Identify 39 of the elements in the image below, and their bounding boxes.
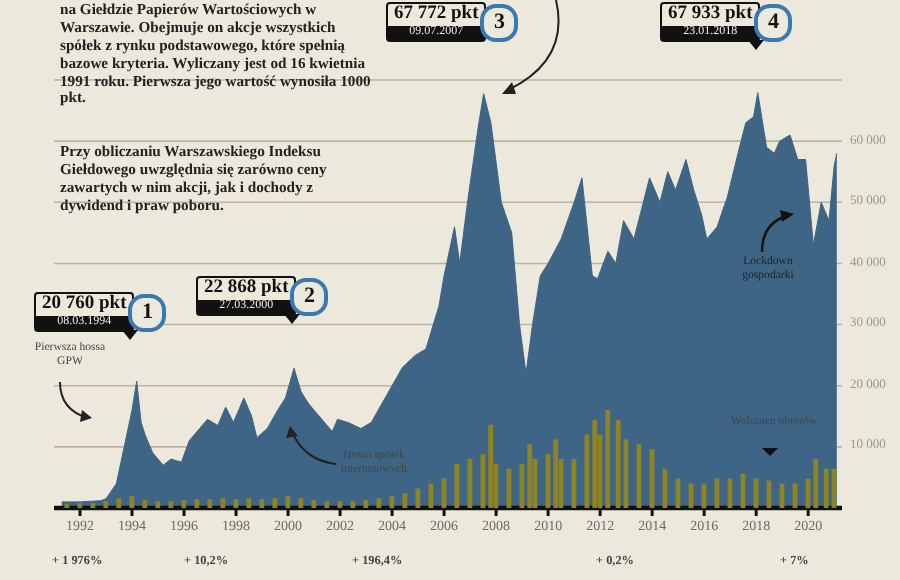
bar (233, 499, 239, 508)
bar (155, 501, 161, 508)
bar (592, 419, 598, 508)
annotation: 20 760 pkt (40, 294, 129, 316)
annotation: 1 (128, 293, 167, 331)
bar (311, 500, 317, 508)
bar (605, 410, 611, 508)
bar (415, 488, 421, 508)
bar (168, 501, 174, 508)
bar (285, 496, 291, 508)
bar (103, 501, 109, 508)
bar (376, 498, 382, 508)
bar (207, 499, 213, 508)
bar (324, 501, 330, 508)
annotation: 2 (290, 277, 329, 315)
bar (488, 424, 494, 508)
bar (129, 496, 135, 508)
annotation: 22 868 pkt (202, 278, 291, 300)
bar (194, 499, 200, 508)
bar (116, 498, 122, 508)
bar (181, 500, 187, 508)
bar (220, 498, 226, 508)
bar (142, 500, 148, 508)
bar (272, 498, 278, 508)
bar (350, 501, 356, 508)
bar (553, 439, 559, 508)
bar (441, 478, 447, 508)
bar (259, 499, 265, 508)
bar (402, 493, 408, 508)
bar (337, 501, 343, 508)
bar (813, 459, 819, 508)
bar (823, 468, 829, 508)
bar (246, 498, 252, 508)
bar (615, 419, 621, 508)
bar (389, 496, 395, 508)
bar (298, 498, 304, 508)
bar (428, 483, 434, 508)
bar (363, 500, 369, 508)
bar (527, 444, 533, 508)
